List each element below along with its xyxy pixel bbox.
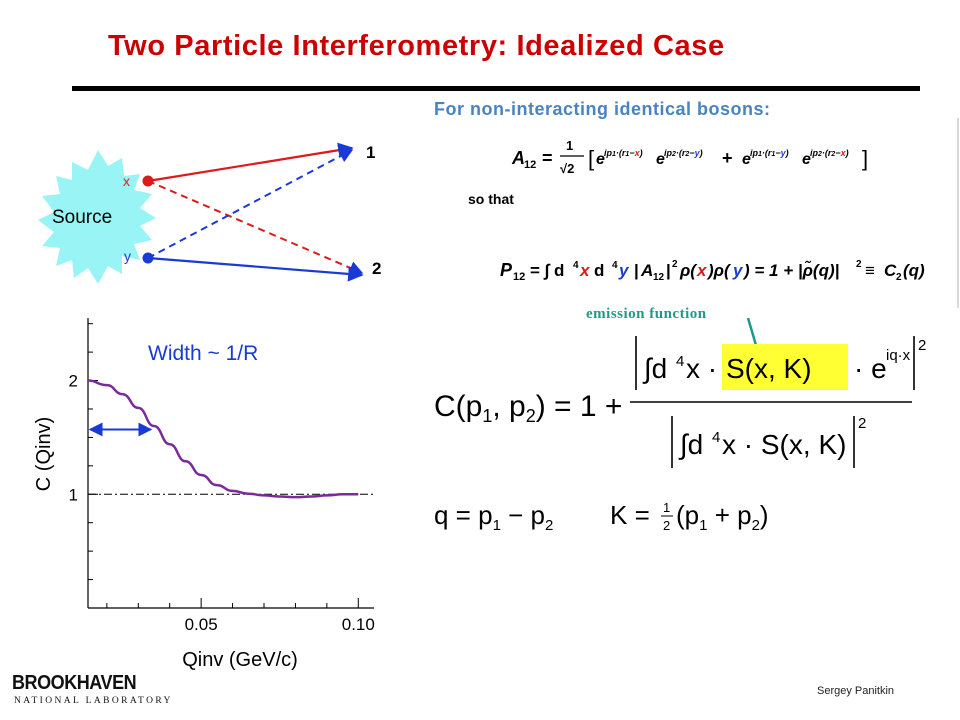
national-laboratory-text: NATIONAL LABORATORY xyxy=(14,696,173,706)
y-tick-label: 2 xyxy=(69,372,78,391)
svg-text:2: 2 xyxy=(663,518,670,533)
svg-text:ip1·(r1−y): ip1·(r1−y) xyxy=(750,148,789,158)
svg-text:ρ(: ρ( xyxy=(679,261,698,280)
title-divider xyxy=(72,86,920,91)
svg-text:2: 2 xyxy=(918,337,926,354)
svg-text:)ρ(: )ρ( xyxy=(706,261,732,280)
svg-text:= ∫ d: = ∫ d xyxy=(530,261,564,280)
svg-text:S(x, K): S(x, K) xyxy=(726,353,812,384)
chart-axes: 0.05 0.10 1 2 xyxy=(69,318,375,634)
edge-divider xyxy=(957,118,959,308)
chart-annotation: Width ~ 1/R xyxy=(148,342,258,365)
svg-text:12: 12 xyxy=(513,271,525,283)
a12-symbol: A xyxy=(511,148,525,168)
svg-text:12: 12 xyxy=(653,272,665,283)
correlation-chart: 0.05 0.10 1 2 Width ~ 1/R Qinv (GeV/c) C (Q… xyxy=(33,318,375,670)
svg-text:y: y xyxy=(618,261,630,280)
svg-text:≡: ≡ xyxy=(865,261,875,280)
p12-symbol: P xyxy=(500,260,513,280)
source-starburst xyxy=(38,150,156,284)
emission-function-highlight xyxy=(722,344,848,390)
chart-data-layer xyxy=(87,379,374,499)
svg-text:d: d xyxy=(594,261,604,280)
svg-text:x · S(x, K): x · S(x, K) xyxy=(722,429,846,460)
emission-function-label: emission function xyxy=(586,306,707,322)
svg-text:+: + xyxy=(722,148,733,168)
so-that-text: so that xyxy=(468,191,514,207)
y-tick-label: 1 xyxy=(69,485,78,504)
svg-text:4: 4 xyxy=(612,260,618,271)
svg-text:2: 2 xyxy=(896,272,902,283)
x-tick-label: 0.05 xyxy=(185,615,218,634)
svg-text:|: | xyxy=(666,261,671,280)
svg-text:C: C xyxy=(884,261,897,280)
point-x-label: x xyxy=(123,173,130,189)
svg-text:ip2·(r2−x): ip2·(r2−x) xyxy=(810,148,849,158)
svg-text:e: e xyxy=(742,151,751,168)
svg-text:[: [ xyxy=(588,146,594,171)
svg-text:(q): (q) xyxy=(903,261,925,280)
svg-text:2: 2 xyxy=(858,415,866,432)
svg-text:) = 1 + |ρ̃(q)|: ) = 1 + |ρ̃(q)| xyxy=(742,260,839,280)
interferometry-diagram: Source x y 1 2 xyxy=(38,142,381,284)
svg-text:q = p1 − p2: q = p1 − p2 xyxy=(434,500,553,534)
x-tick-label: 0.10 xyxy=(342,615,375,634)
svg-text:· e: · e xyxy=(854,353,887,384)
svg-text:A: A xyxy=(640,261,653,280)
point-x-dot xyxy=(142,175,154,187)
svg-text:ip2·(r2−y): ip2·(r2−y) xyxy=(664,148,703,158)
svg-text:K =: K = xyxy=(610,500,650,530)
path-x-to-2 xyxy=(147,180,364,275)
svg-text:2: 2 xyxy=(856,259,862,270)
svg-text:e: e xyxy=(802,151,811,168)
svg-text:1: 1 xyxy=(663,500,670,515)
path-y-to-2 xyxy=(147,256,364,282)
path-x-to-1 xyxy=(147,142,354,183)
svg-text:ip1·(r1−x): ip1·(r1−x) xyxy=(604,148,643,158)
svg-text:√2: √2 xyxy=(560,161,574,176)
correlation-formula: C(p1, p2) = 1 + ∫d 4 x · S(x, K) · e iq·… xyxy=(434,336,926,468)
svg-text:1: 1 xyxy=(566,138,573,153)
momentum-definitions: q = p1 − p2 K = 1 2 (p1 + p2) xyxy=(434,500,769,534)
svg-text:=: = xyxy=(542,148,553,168)
svg-text:e: e xyxy=(596,151,605,168)
correlation-curve xyxy=(87,379,359,499)
svg-text:iq·x: iq·x xyxy=(886,347,911,364)
path-y-to-1 xyxy=(147,149,354,259)
svg-text:]: ] xyxy=(862,146,868,171)
x-axis-label: Qinv (GeV/c) xyxy=(182,649,298,670)
svg-text:y: y xyxy=(732,261,744,280)
svg-text:4: 4 xyxy=(573,260,579,271)
svg-text:|: | xyxy=(634,261,639,280)
svg-text:x ·: x · xyxy=(686,353,717,384)
detector-1-label: 1 xyxy=(366,143,375,162)
svg-text:x: x xyxy=(579,261,591,280)
svg-text:e: e xyxy=(656,151,665,168)
a12-subscript: 12 xyxy=(524,159,536,171)
brookhaven-logo: BROOKHAVEN xyxy=(12,672,137,694)
subtitle: For non-interacting identical bosons: xyxy=(434,99,771,119)
svg-text:∫d: ∫d xyxy=(642,353,667,384)
svg-text:2: 2 xyxy=(672,259,678,270)
svg-text:4: 4 xyxy=(712,429,720,446)
svg-text:x: x xyxy=(696,261,708,280)
slide-title: Two Particle Interferometry: Idealized C… xyxy=(108,30,725,62)
svg-text:(p1 + p2): (p1 + p2) xyxy=(676,500,769,534)
point-y-label: y xyxy=(124,248,131,264)
author-name: Sergey Panitkin xyxy=(817,685,895,697)
point-y-dot xyxy=(142,252,154,264)
svg-text:4: 4 xyxy=(676,353,684,370)
detector-2-label: 2 xyxy=(372,259,381,278)
svg-text:∫d: ∫d xyxy=(678,429,703,460)
source-label: Source xyxy=(52,207,112,228)
y-axis-label: C (Qinv) xyxy=(33,417,55,491)
amplitude-equations: A 12 = 1 √2 [ e ip1·(r1−x) e ip2·(r2−y) … xyxy=(468,138,925,283)
svg-text:C(p1, p2) = 1 +: C(p1, p2) = 1 + xyxy=(434,390,622,426)
